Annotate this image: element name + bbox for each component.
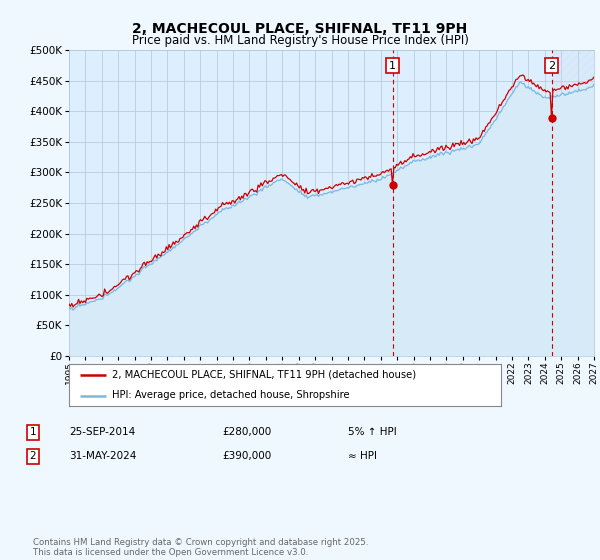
Text: 2, MACHECOUL PLACE, SHIFNAL, TF11 9PH: 2, MACHECOUL PLACE, SHIFNAL, TF11 9PH xyxy=(133,22,467,36)
Text: HPI: Average price, detached house, Shropshire: HPI: Average price, detached house, Shro… xyxy=(112,390,350,400)
Text: £280,000: £280,000 xyxy=(222,427,271,437)
Text: 5% ↑ HPI: 5% ↑ HPI xyxy=(348,427,397,437)
Text: ≈ HPI: ≈ HPI xyxy=(348,451,377,461)
Text: Price paid vs. HM Land Registry's House Price Index (HPI): Price paid vs. HM Land Registry's House … xyxy=(131,34,469,46)
Text: 1: 1 xyxy=(389,60,396,71)
Text: 2: 2 xyxy=(548,60,555,71)
Text: 25-SEP-2014: 25-SEP-2014 xyxy=(69,427,135,437)
Text: 31-MAY-2024: 31-MAY-2024 xyxy=(69,451,136,461)
Text: 2, MACHECOUL PLACE, SHIFNAL, TF11 9PH (detached house): 2, MACHECOUL PLACE, SHIFNAL, TF11 9PH (d… xyxy=(112,370,416,380)
Text: 2: 2 xyxy=(29,451,37,461)
Text: £390,000: £390,000 xyxy=(222,451,271,461)
Text: 1: 1 xyxy=(29,427,37,437)
Text: Contains HM Land Registry data © Crown copyright and database right 2025.
This d: Contains HM Land Registry data © Crown c… xyxy=(33,538,368,557)
